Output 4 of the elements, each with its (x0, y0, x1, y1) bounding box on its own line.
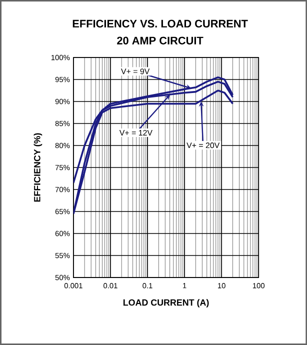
x-axis-title: LOAD CURRENT (A) (123, 299, 209, 308)
chart-title: EFFICIENCY VS. LOAD CURRENT (72, 20, 248, 28)
y-axis-title: EFFICIENCY (%) (34, 133, 42, 202)
chart-subtitle: 20 AMP CIRCUIT (117, 36, 204, 44)
